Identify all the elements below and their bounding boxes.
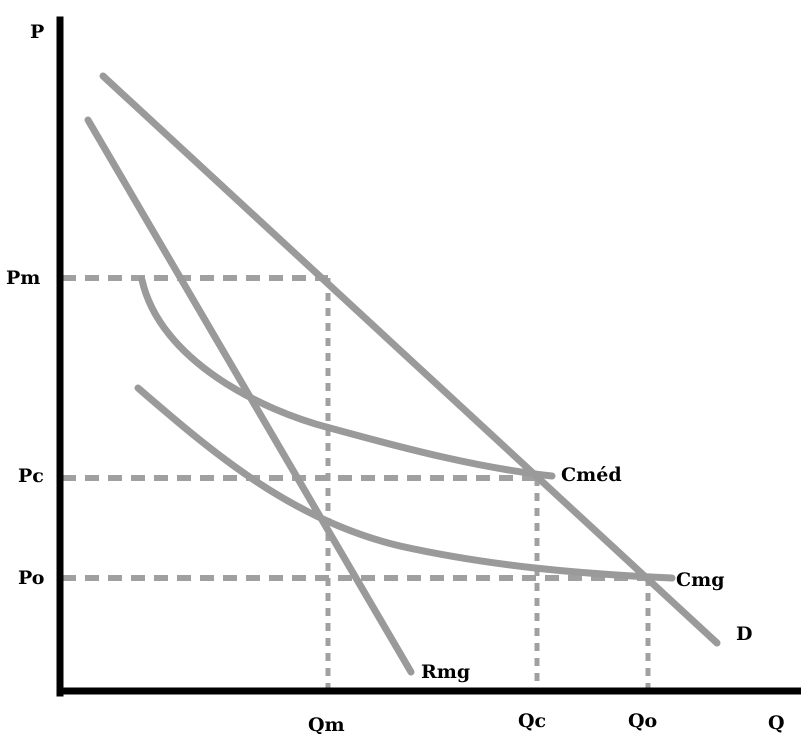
pm-label: Pm (6, 267, 40, 289)
average-cost-curve (138, 276, 556, 480)
pc-label: Pc (18, 465, 44, 487)
x-axis-label: Q (768, 712, 785, 734)
marginal-cost-curve (134, 384, 676, 582)
qc-label: Qc (518, 710, 546, 732)
qo-label: Qo (628, 710, 657, 732)
y-axis-label: P (30, 21, 44, 43)
marginal-revenue-label: Rmg (421, 661, 470, 683)
marginal-cost-label: Cmg (676, 569, 725, 591)
po-label: Po (18, 567, 44, 589)
qm-label: Qm (308, 714, 345, 734)
demand-label: D (736, 623, 752, 645)
demand-curve (99, 72, 721, 647)
average-cost-label: Cméd (561, 464, 622, 486)
